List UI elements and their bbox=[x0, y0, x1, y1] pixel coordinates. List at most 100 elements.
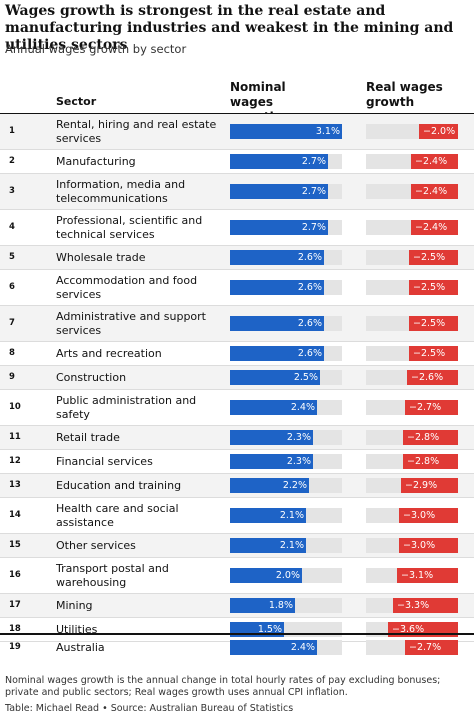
nominal-bar: 2.4% bbox=[230, 400, 317, 415]
real-value-label: −3.0% bbox=[403, 510, 436, 521]
real-bar: −2.6% bbox=[407, 370, 458, 385]
nominal-value-label: 2.5% bbox=[293, 372, 318, 383]
row-rank: 11 bbox=[9, 431, 21, 442]
real-bar-track: −2.5% bbox=[366, 280, 458, 295]
column-header-sector-label: Sector bbox=[56, 95, 97, 108]
row-sector-label: Administrative and support services bbox=[56, 309, 206, 337]
table-row: 14 Health care and social assistance 2.1% −… bbox=[0, 498, 474, 534]
nominal-value-label: 2.6% bbox=[297, 252, 322, 263]
nominal-value-label: 1.8% bbox=[268, 600, 293, 611]
nominal-bar: 2.6% bbox=[230, 250, 324, 265]
nominal-value-label: 2.4% bbox=[290, 402, 315, 413]
table-row: 4 Professional, scientific and technical … bbox=[0, 210, 474, 246]
row-sector-label: Information, media and telecommunication… bbox=[56, 177, 186, 205]
nominal-value-label: 1.5% bbox=[257, 624, 282, 635]
nominal-value-label: 2.6% bbox=[297, 282, 322, 293]
row-rank: 6 bbox=[9, 281, 15, 292]
real-value-label: −2.8% bbox=[407, 456, 440, 467]
row-sector-label: Mining bbox=[56, 598, 93, 612]
real-bar-track: −3.3% bbox=[366, 598, 458, 613]
row-sector-label: Retail trade bbox=[56, 430, 120, 444]
real-bar: −2.9% bbox=[401, 478, 458, 493]
nominal-bar-track: 2.6% bbox=[230, 316, 342, 331]
real-value-label: −3.6% bbox=[392, 624, 425, 635]
nominal-bar: 2.6% bbox=[230, 280, 324, 295]
real-bar: −2.4% bbox=[411, 220, 458, 235]
table-row: 6 Accommodation and food services 2.6% −2.5… bbox=[0, 270, 474, 306]
column-header-sector[interactable]: Sector bbox=[56, 95, 226, 109]
row-rank: 1 bbox=[9, 125, 15, 136]
row-rank: 16 bbox=[9, 569, 21, 580]
real-bar-track: −2.8% bbox=[366, 454, 458, 469]
nominal-bar: 2.7% bbox=[230, 220, 328, 235]
nominal-value-label: 2.1% bbox=[279, 510, 304, 521]
table-row: 10 Public administration and safety 2.4% −2… bbox=[0, 390, 474, 426]
real-bar: −2.8% bbox=[403, 454, 458, 469]
row-rank: 15 bbox=[9, 539, 21, 550]
real-value-label: −2.5% bbox=[413, 282, 446, 293]
table-row: 2 Manufacturing 2.7% −2.4% bbox=[0, 150, 474, 174]
nominal-bar-track: 2.3% bbox=[230, 430, 342, 445]
real-value-label: −2.4% bbox=[415, 222, 448, 233]
table-row: 16 Transport postal and warehousing 2.0% −3… bbox=[0, 558, 474, 594]
real-bar-track: −3.0% bbox=[366, 538, 458, 553]
table-row: 8 Arts and recreation 2.6% −2.5% bbox=[0, 342, 474, 366]
column-header-real[interactable]: Real wages growth bbox=[366, 80, 456, 110]
nominal-bar: 2.4% bbox=[230, 640, 317, 655]
header-divider bbox=[0, 113, 474, 114]
row-sector-label: Financial services bbox=[56, 454, 153, 468]
nominal-bar-track: 2.3% bbox=[230, 454, 342, 469]
row-rank: 12 bbox=[9, 455, 21, 466]
real-bar-track: −2.5% bbox=[366, 346, 458, 361]
row-rank: 14 bbox=[9, 509, 21, 520]
real-bar-track: −2.4% bbox=[366, 154, 458, 169]
row-sector-label: Arts and recreation bbox=[56, 346, 162, 360]
real-value-label: −2.4% bbox=[415, 186, 448, 197]
real-bar: −2.5% bbox=[409, 316, 458, 331]
real-value-label: −2.5% bbox=[413, 252, 446, 263]
row-sector-label: Health care and social assistance bbox=[56, 501, 179, 529]
real-bar: −2.5% bbox=[409, 250, 458, 265]
table-row: 11 Retail trade 2.3% −2.8% bbox=[0, 426, 474, 450]
real-value-label: −2.5% bbox=[413, 318, 446, 329]
nominal-bar-track: 2.4% bbox=[230, 400, 342, 415]
row-rank: 3 bbox=[9, 185, 15, 196]
table-row: 1 Rental, hiring and real estate services… bbox=[0, 114, 474, 150]
real-bar: −2.5% bbox=[409, 280, 458, 295]
real-bar-track: −2.7% bbox=[366, 400, 458, 415]
chart-subtitle: Annual wages growth by sector bbox=[5, 42, 187, 56]
real-bar: −2.5% bbox=[409, 346, 458, 361]
row-rank: 19 bbox=[9, 641, 21, 652]
row-sector-label: Wholesale trade bbox=[56, 250, 146, 264]
nominal-bar: 1.8% bbox=[230, 598, 295, 613]
real-bar-track: −2.6% bbox=[366, 370, 458, 385]
footnote: Nominal wages growth is the annual chang… bbox=[5, 675, 441, 698]
row-sector-label: Australia bbox=[56, 640, 105, 654]
real-bar: −2.4% bbox=[411, 184, 458, 199]
row-sector-label: Public administration and safety bbox=[56, 393, 197, 421]
table-row: 7 Administrative and support services 2.6%… bbox=[0, 306, 474, 342]
real-bar-track: −3.0% bbox=[366, 508, 458, 523]
nominal-value-label: 2.7% bbox=[301, 156, 326, 167]
nominal-bar-track: 2.1% bbox=[230, 508, 342, 523]
real-value-label: −2.5% bbox=[413, 348, 446, 359]
nominal-value-label: 2.3% bbox=[286, 432, 311, 443]
row-sector-label: Professional, scientific and technical s… bbox=[56, 213, 203, 241]
row-sector-label: Other services bbox=[56, 538, 136, 552]
table-row: 13 Education and training 2.2% −2.9% bbox=[0, 474, 474, 498]
nominal-value-label: 2.0% bbox=[275, 570, 300, 581]
nominal-value-label: 2.6% bbox=[297, 348, 322, 359]
real-value-label: −3.3% bbox=[397, 600, 430, 611]
nominal-bar-track: 2.5% bbox=[230, 370, 342, 385]
nominal-bar-track: 2.2% bbox=[230, 478, 342, 493]
real-value-label: −3.0% bbox=[403, 540, 436, 551]
real-bar: −2.7% bbox=[405, 640, 458, 655]
nominal-bar: 2.2% bbox=[230, 478, 309, 493]
real-value-label: −2.8% bbox=[407, 432, 440, 443]
nominal-bar: 2.1% bbox=[230, 508, 306, 523]
column-header-real-label: Real wages growth bbox=[366, 80, 443, 109]
table-row-total: 19 Australia 2.4% −2.7% bbox=[0, 633, 474, 660]
nominal-bar: 2.6% bbox=[230, 316, 324, 331]
nominal-bar-track: 3.1% bbox=[230, 124, 342, 139]
nominal-value-label: 3.1% bbox=[315, 126, 340, 137]
